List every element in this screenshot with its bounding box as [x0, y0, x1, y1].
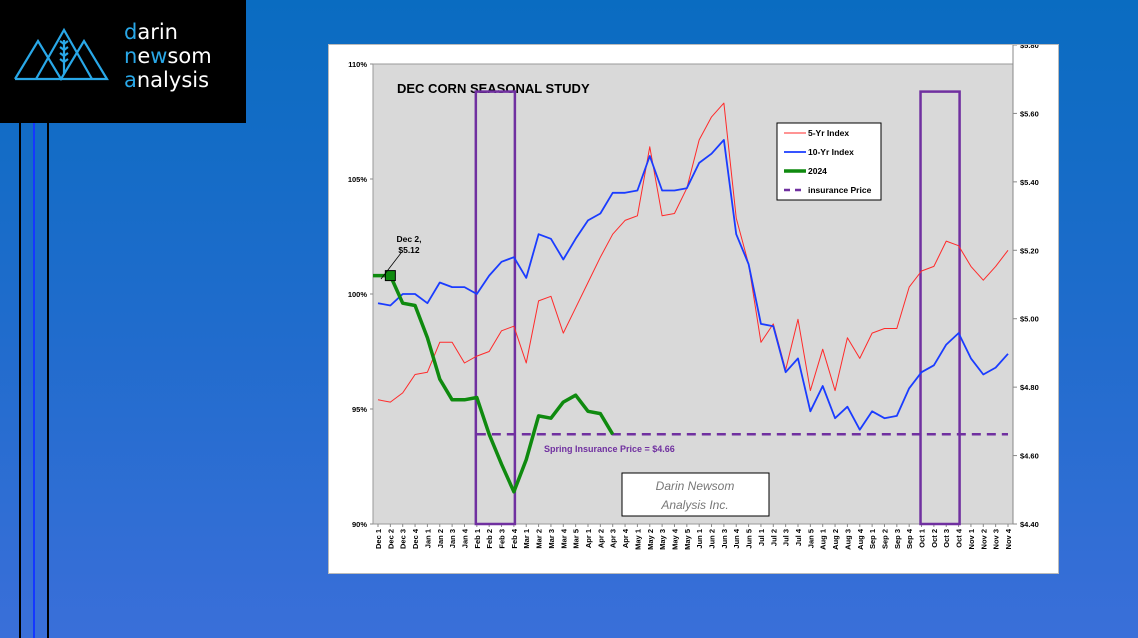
watermark-line-2: Analysis Inc. [660, 498, 728, 512]
logo-line-2: newsom [124, 44, 212, 68]
chart-panel: DEC CORN SEASONAL STUDY 90% 95% 100% 105% 11… [328, 41, 1059, 574]
y-right-tick-label: $5.00 [1020, 315, 1039, 324]
annotation-label-date: Dec 2, [396, 234, 421, 244]
x-tick-label: Mar 3 [547, 529, 556, 549]
x-tick-label: Oct 3 [942, 529, 951, 548]
y-right-tick-label: $5.60 [1020, 109, 1039, 118]
highlight-box [919, 90, 961, 526]
x-tick-label: Sep 2 [880, 529, 889, 549]
x-tick-label: Jun 3 [720, 529, 729, 549]
y-right-tick-label: $4.60 [1020, 452, 1039, 461]
wheat-mountains-icon [14, 27, 109, 82]
x-tick-label: May 3 [658, 529, 667, 550]
y-left-tick-label: 105% [348, 175, 368, 184]
chart-title: DEC CORN SEASONAL STUDY [397, 81, 590, 96]
x-tick-label: Jan 5 [806, 529, 815, 548]
x-tick-label: Jan 4 [460, 528, 469, 548]
x-tick-label: Jan 2 [436, 529, 445, 548]
x-tick-label: Aug 3 [843, 529, 852, 550]
annotation-leader [380, 252, 402, 280]
x-tick-label: Feb 3 [498, 529, 507, 549]
x-tick-label: Jun 4 [732, 528, 741, 548]
x-tick-label: Jun 2 [708, 529, 717, 549]
x-tick-label: Apr 4 [621, 528, 630, 548]
y-left-tick-label: 90% [352, 520, 367, 529]
x-tick-label: Jan 3 [448, 529, 457, 548]
y-right-tick-label: $5.40 [1020, 178, 1039, 187]
decor-line [33, 123, 35, 638]
x-tick-label: Mar 2 [535, 529, 544, 549]
logo: darin newsom analysis [0, 0, 246, 123]
decor-line [19, 123, 21, 638]
highlight-point-marker [384, 270, 396, 282]
x-tick-label: May 2 [646, 529, 655, 550]
x-tick-label: Feb 1 [473, 529, 482, 549]
x-tick-label: Dec 4 [411, 528, 420, 549]
x-tick-label: Nov 2 [979, 529, 988, 549]
legend-label: 5-Yr Index [808, 128, 849, 138]
x-tick-label: Oct 4 [955, 528, 964, 548]
x-tick-label: Sep 4 [905, 528, 914, 549]
x-tick-label: Nov 3 [992, 529, 1001, 549]
x-tick-label: Dec 3 [399, 529, 408, 549]
x-tick-label: Oct 1 [918, 529, 927, 548]
legend: 5-Yr Index 10-Yr Index 2024 insurance Price [776, 122, 882, 201]
x-tick-label: Nov 1 [967, 529, 976, 549]
y-left-tick-label: 95% [352, 405, 367, 414]
y-right-tick-label: $5.20 [1020, 246, 1039, 255]
x-tick-label: Jul 3 [782, 529, 791, 546]
x-tick-label: Mar 5 [572, 529, 581, 549]
annotation-label-price: $5.12 [398, 245, 420, 255]
x-tick-label: Sep 3 [893, 529, 902, 549]
decor-line [47, 123, 49, 638]
x-tick-label: Dec 2 [386, 529, 395, 549]
series-line-10-yr-index [377, 139, 1009, 431]
x-tick-label: Mar 1 [522, 529, 531, 549]
highlight-box [474, 90, 517, 526]
logo-line-3: analysis [124, 68, 210, 92]
legend-label: insurance Price [808, 185, 872, 195]
x-tick-label: Mar 4 [559, 528, 568, 548]
series-line-5-yr-index [377, 102, 1009, 403]
x-tick-label: Dec 1 [374, 529, 383, 549]
x-tick-label: May 1 [633, 529, 642, 550]
x-tick-label: Nov 4 [1004, 528, 1013, 549]
x-tick-label: Aug 2 [831, 529, 840, 550]
x-tick-label: Sep 1 [868, 529, 877, 549]
x-tick-label: Jun 1 [695, 529, 704, 549]
y-right-tick-label: $4.40 [1020, 520, 1039, 529]
legend-label: 10-Yr Index [808, 147, 854, 157]
logo-line-1: darin [124, 20, 178, 44]
y-left-tick-label: 100% [348, 290, 368, 299]
x-tick-label: Jul 4 [794, 528, 803, 546]
series-line-2024 [373, 273, 615, 494]
x-tick-label: Aug 4 [856, 528, 865, 550]
x-tick-label: Jul 1 [757, 529, 766, 546]
x-tick-label: Jun 5 [745, 529, 754, 549]
x-tick-label: May 4 [670, 528, 679, 550]
x-tick-label: Aug 1 [819, 529, 828, 550]
chart: DEC CORN SEASONAL STUDY 90% 95% 100% 105% 11… [348, 41, 1039, 550]
plot-area [372, 63, 1014, 525]
x-tick-label: Feb 4 [510, 528, 519, 548]
watermark-box: Darin Newsom Analysis Inc. [621, 472, 770, 517]
x-tick-label: Jan 1 [423, 529, 432, 548]
x-tick-label: Oct 2 [930, 529, 939, 548]
legend-label: 2024 [808, 166, 827, 176]
watermark-line-1: Darin Newsom [656, 479, 735, 493]
x-tick-label: Apr 1 [584, 529, 593, 548]
y-right-tick-label: $4.80 [1020, 383, 1039, 392]
x-tick-label: Feb 2 [485, 529, 494, 549]
x-tick-label: Jul 2 [769, 529, 778, 546]
y-right-tick-label: $5.80 [1020, 45, 1039, 50]
y-left-tick-label: 110% [348, 60, 367, 69]
x-tick-label: Apr 3 [609, 529, 618, 548]
x-tick-label: Apr 2 [596, 529, 605, 548]
insurance-price-label: Spring Insurance Price = $4.66 [544, 444, 675, 454]
x-tick-label: May 5 [683, 529, 692, 550]
